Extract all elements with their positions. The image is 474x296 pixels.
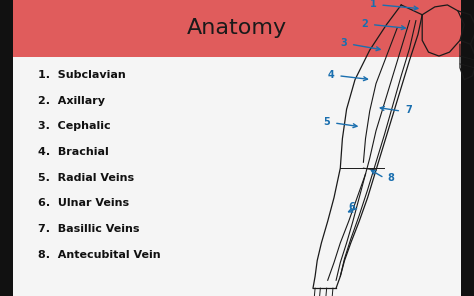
- Text: 8.  Antecubital Vein: 8. Antecubital Vein: [38, 250, 161, 260]
- Text: 6.  Ulnar Veins: 6. Ulnar Veins: [38, 198, 129, 208]
- Text: 2: 2: [361, 19, 368, 29]
- Text: 3.  Cephalic: 3. Cephalic: [38, 121, 110, 131]
- Text: 7.  Basillic Veins: 7. Basillic Veins: [38, 224, 139, 234]
- Text: 4: 4: [328, 70, 334, 80]
- Bar: [13, 57, 461, 296]
- Text: 2.  Axillary: 2. Axillary: [38, 96, 105, 106]
- Text: 7: 7: [405, 105, 412, 115]
- Text: 1.  Subclavian: 1. Subclavian: [38, 70, 126, 80]
- Text: 8: 8: [387, 173, 394, 183]
- Bar: [13, 0, 461, 57]
- Text: 5: 5: [323, 117, 330, 127]
- Text: 1: 1: [369, 0, 376, 9]
- Text: 6: 6: [348, 202, 355, 212]
- Text: Anatomy: Anatomy: [187, 18, 287, 38]
- Text: 5.  Radial Veins: 5. Radial Veins: [38, 173, 134, 183]
- Bar: [0, 0, 13, 296]
- Text: 4.  Brachial: 4. Brachial: [38, 147, 109, 157]
- Text: 3: 3: [340, 38, 347, 48]
- Bar: [461, 0, 474, 296]
